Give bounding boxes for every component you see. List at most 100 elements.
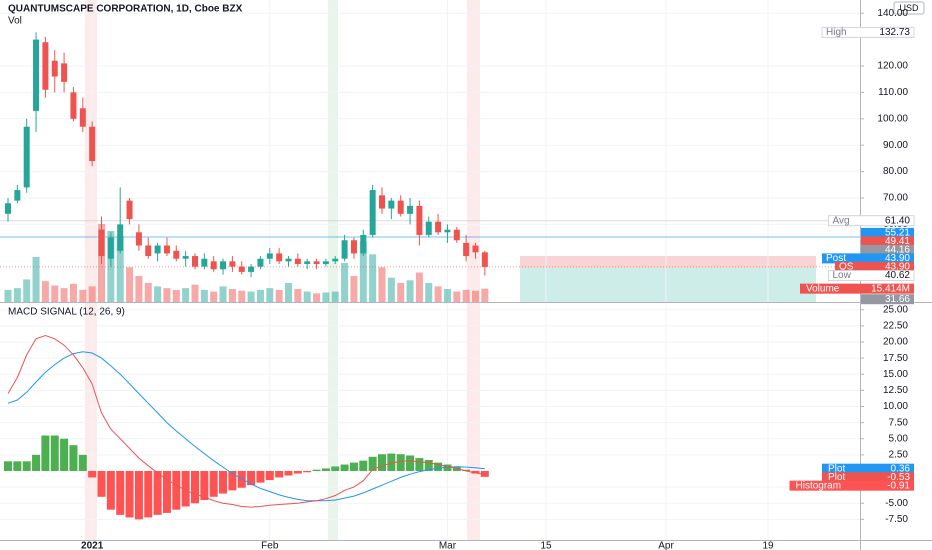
price-label-box (821, 26, 915, 38)
price-label-value: 55.21 (885, 228, 910, 239)
histogram-bar (237, 470, 246, 488)
y-tick-label: 70.00 (883, 193, 908, 204)
signal-band (467, 0, 480, 540)
background-layer (0, 0, 860, 540)
y-tick-label: 22.50 (883, 321, 908, 332)
volume-bar (322, 292, 330, 302)
volume-bar (191, 284, 199, 302)
signal-band (328, 0, 338, 540)
y-tick-label: 5.00 (889, 433, 909, 444)
volume-bar (88, 286, 96, 302)
candle-body (481, 252, 488, 267)
volume-bar (4, 289, 12, 302)
candle-body (379, 195, 385, 209)
candle-body (89, 126, 96, 162)
volume-bar (13, 288, 21, 302)
y-tick-label: 90.00 (883, 140, 908, 151)
histogram-bar (162, 470, 171, 513)
histogram-bar (134, 470, 143, 520)
y-tick-label: -5.00 (885, 498, 908, 509)
volume-bar (313, 293, 321, 302)
volume-bar (350, 276, 358, 302)
candle-body (322, 261, 329, 264)
histogram-bar (434, 462, 443, 471)
volume-bar (453, 291, 461, 302)
last-value-name: Plot (828, 463, 845, 474)
histogram-bar (387, 453, 396, 471)
y-tick-label: 17.50 (883, 353, 908, 364)
currency-box[interactable] (893, 1, 925, 15)
volume-bar (200, 289, 208, 302)
last-value: -0.53 (887, 472, 910, 483)
candle-body (341, 240, 348, 259)
histogram-bar (293, 470, 302, 474)
price-label-box (861, 244, 914, 255)
price-label-value: 31.66 (885, 294, 910, 305)
volume-bar (219, 286, 227, 302)
price-label-box (835, 261, 914, 272)
last-value: -0.91 (887, 480, 910, 491)
candle-body (248, 266, 255, 272)
y-tick-label: 2.50 (889, 450, 909, 461)
x-tick-label: 2021 (81, 541, 104, 550)
histogram-bar (303, 470, 312, 473)
candle-body (5, 203, 11, 214)
histogram-bar (153, 470, 162, 515)
x-tick-label: 15 (540, 541, 552, 550)
volume-bar (41, 281, 49, 302)
last-value-name: Histogram (796, 480, 842, 491)
volume-bar (285, 282, 292, 302)
histogram-bar (41, 435, 50, 471)
candle-body (23, 126, 30, 188)
candle-body (182, 256, 189, 259)
y-tick-label: 80.00 (883, 166, 908, 177)
histogram-bar (256, 470, 265, 483)
volume-bar (154, 286, 162, 302)
volume-bar (406, 280, 414, 302)
histogram-bar (60, 438, 69, 471)
candle-body (220, 261, 227, 270)
volume-title: Vol (8, 16, 22, 27)
volume-label-value: 15.414M (871, 283, 910, 294)
price-label-box (828, 270, 915, 282)
candle-body (425, 221, 432, 235)
candle-body (453, 229, 460, 241)
candle-body (257, 258, 264, 267)
y-tick-label: 140.00 (877, 8, 908, 19)
y-tick-label: 12.50 (883, 385, 908, 396)
price-label-box (822, 253, 914, 264)
histogram-bar (471, 470, 480, 474)
volume-bar (266, 288, 274, 302)
candle-body (107, 237, 114, 259)
histogram-bar (181, 470, 190, 507)
volume-bar (126, 267, 134, 302)
histogram-bar (13, 461, 22, 471)
histogram-bar (406, 455, 415, 471)
currency[interactable]: USD (899, 3, 919, 13)
histogram-bar (50, 435, 59, 471)
x-tick-label: Mar (439, 541, 457, 550)
price-label-value: 49.41 (885, 236, 910, 247)
volume-bar (378, 267, 386, 302)
candle-body (117, 224, 124, 251)
volume-bar (294, 289, 302, 302)
candle-body (79, 108, 86, 127)
histogram-bar (340, 464, 349, 471)
candle-body (304, 261, 311, 264)
histogram-bar (97, 470, 106, 497)
candle-body (154, 245, 161, 254)
volume-bar (172, 289, 180, 302)
candle-body (350, 240, 357, 254)
volume-bar (23, 279, 31, 302)
macd-line (7, 334, 485, 508)
price-label-name: Avg (833, 215, 850, 226)
price-label-value: 43.90 (885, 253, 910, 264)
candle-body (192, 256, 198, 267)
volume-bar (397, 282, 405, 302)
y-tick-label: 25.00 (883, 304, 908, 315)
volume-bar (331, 291, 339, 302)
y-tick-label: 20.00 (883, 337, 908, 348)
volume-bar (256, 289, 264, 302)
